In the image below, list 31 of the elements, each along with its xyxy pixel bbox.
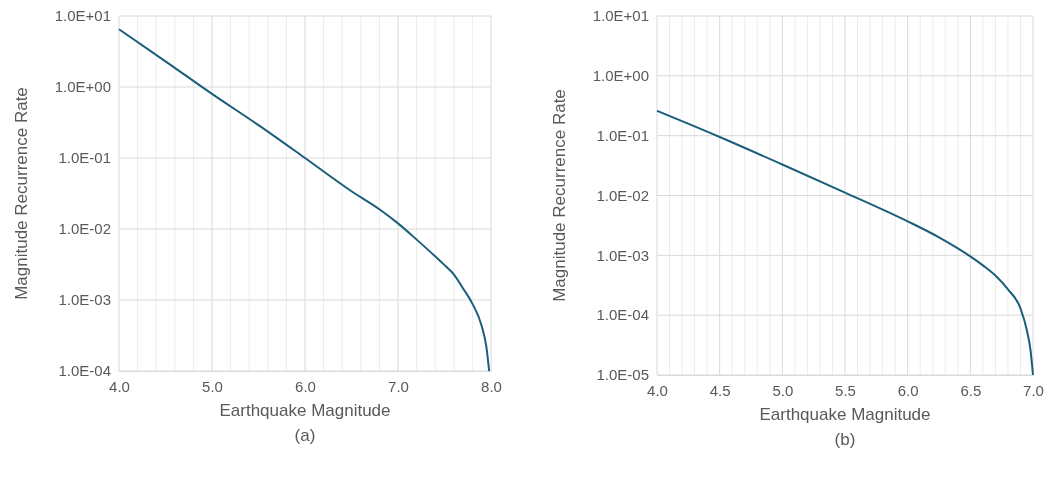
y-tick-label: 1.0E-02 [58, 220, 111, 238]
text: (a) [294, 426, 316, 445]
y-tick-label: 1.0E-03 [596, 246, 649, 264]
x-tick-label: 5.5 [835, 381, 856, 399]
y-tick-label: 1.0E-02 [596, 186, 649, 204]
y-axis-title: Magnitude Recurrence Rate [12, 87, 31, 300]
x-tick-label: 4.5 [709, 381, 731, 399]
y-tick-label: 1.0E-01 [596, 126, 649, 144]
x-tick-label: 7.0 [388, 377, 409, 395]
y-tick-label: 1.0E-04 [58, 362, 111, 380]
x-tick-label: 5.0 [202, 377, 223, 395]
y-tick-label: 1.0E-04 [596, 306, 649, 324]
x-tick-label: 4.0 [109, 377, 130, 395]
y-tick-label: 1.0E+01 [54, 7, 111, 25]
x-tick-label: 4.0 [647, 381, 668, 399]
x-tick-label: 6.0 [295, 377, 316, 395]
y-tick-label: 1.0E-03 [58, 291, 111, 309]
x-tick-label: 5.0 [772, 381, 794, 399]
x-tick-label: 8.0 [481, 377, 502, 395]
x-axis-title: Earthquake Magnitude [219, 401, 391, 420]
y-tick-label: 1.0E+00 [592, 67, 649, 85]
x-tick-label: 7.0 [1023, 381, 1044, 399]
text: (b) [834, 430, 856, 449]
y-axis-title: Magnitude Recurrence Rate [550, 89, 569, 302]
y-tick-label: 1.0E-05 [596, 366, 649, 384]
y-tick-label: 1.0E-01 [58, 149, 111, 167]
y-tick-label: 1.0E+01 [592, 7, 649, 25]
x-tick-label: 6.5 [960, 381, 982, 399]
x-tick-label: 6.0 [897, 381, 919, 399]
y-tick-label: 1.0E+00 [54, 78, 111, 96]
x-axis-title: Earthquake Magnitude [759, 405, 931, 424]
